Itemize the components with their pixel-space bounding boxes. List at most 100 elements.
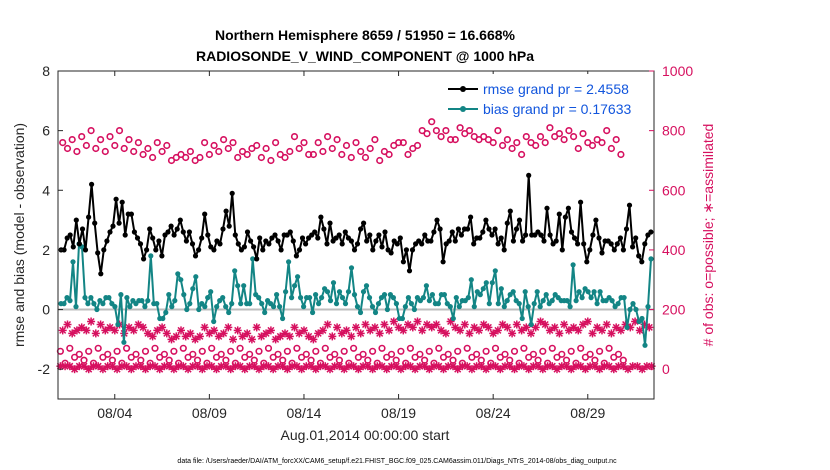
bias-point — [384, 306, 390, 313]
obs-assimilated-point — [250, 362, 259, 371]
bias-point — [492, 268, 498, 274]
rmse-point — [61, 247, 67, 253]
bias-point — [139, 298, 145, 304]
rmse-point — [578, 199, 584, 205]
obs-assimilated-point — [72, 326, 81, 335]
obs-assimilated-point — [470, 323, 479, 332]
bias-point — [220, 295, 226, 301]
obs-assimilated-point — [363, 362, 372, 371]
obs-assimilated-point — [233, 326, 242, 335]
rmse-point — [642, 241, 648, 247]
obs-assimilated-point — [58, 326, 67, 335]
bias-point — [441, 292, 447, 298]
bias-point — [588, 295, 594, 301]
rmse-point — [192, 253, 199, 259]
obs-possible-point — [170, 347, 178, 355]
obs-assimilated-point — [508, 329, 517, 338]
obs-assimilated-point — [493, 326, 502, 335]
bias-point — [381, 292, 388, 298]
rmse-point — [361, 220, 367, 226]
bias-point — [112, 304, 118, 310]
obs-assimilated-point — [484, 323, 493, 332]
obs-possible-point — [558, 350, 566, 358]
obs-assimilated-point — [418, 326, 427, 335]
bias-point — [408, 301, 414, 307]
plot-frame — [57, 70, 655, 400]
bias-point — [142, 304, 148, 310]
obs-possible-point — [588, 141, 597, 150]
obs-possible-point — [437, 133, 445, 141]
obs-possible-point — [435, 344, 443, 352]
rmse-point — [559, 247, 565, 253]
obs-possible-point — [101, 147, 109, 156]
bias-point — [393, 301, 399, 307]
bias-point — [127, 304, 133, 310]
y2-tick-label: 1000 — [662, 63, 693, 79]
bias-point — [567, 304, 573, 310]
bias-point — [372, 309, 379, 316]
obs-possible-point — [153, 139, 161, 147]
rmse-point — [553, 238, 559, 244]
rmse-point — [303, 241, 309, 247]
obs-assimilated-point — [607, 329, 616, 338]
rmse-point — [492, 226, 498, 232]
bias-point — [310, 309, 316, 316]
obs-assimilated-point — [453, 365, 462, 374]
rmse-point — [76, 241, 82, 247]
obs-possible-point — [522, 133, 530, 141]
bias-point — [609, 298, 615, 304]
obs-assimilated-point — [581, 365, 590, 374]
bias-point — [160, 315, 166, 322]
obs-possible-point — [338, 150, 346, 159]
bias-point — [360, 289, 367, 295]
y2-tick-label: 600 — [662, 182, 686, 198]
bias-point — [280, 315, 286, 322]
bias-point — [82, 295, 88, 301]
bias-series — [58, 241, 654, 348]
obs-possible-point — [508, 144, 516, 153]
bias-point — [342, 301, 349, 307]
rmse-point — [217, 241, 223, 247]
rmse-point — [568, 229, 575, 235]
obs-assimilated-point — [588, 329, 597, 338]
obs-assimilated-point — [475, 326, 483, 335]
obs-possible-point — [217, 350, 225, 358]
rmse-point — [483, 217, 489, 223]
obs-assimilated-point — [411, 365, 420, 374]
rmse-point — [636, 253, 642, 259]
obs-possible-point — [361, 153, 370, 162]
obs-possible-point — [253, 141, 261, 150]
obs-assimilated-point — [224, 323, 233, 332]
obs-assimilated-point — [361, 320, 370, 329]
obs-possible-point — [399, 139, 407, 147]
obs-possible-point — [63, 144, 72, 153]
rmse-point — [98, 271, 104, 277]
bias-point — [534, 289, 540, 295]
obs-assimilated-point — [583, 317, 592, 326]
bias-point — [375, 301, 382, 307]
rmse-point — [376, 232, 382, 238]
bias-point — [262, 309, 268, 316]
obs-possible-point — [510, 347, 519, 355]
rmse-point — [516, 217, 523, 223]
obs-assimilated-point — [460, 320, 469, 329]
obs-possible-point — [210, 141, 218, 150]
rmse-point — [409, 247, 416, 253]
obs-possible-point — [208, 344, 216, 352]
rmse-point — [159, 253, 165, 259]
rmse-point — [611, 247, 617, 253]
obs-possible-point — [59, 139, 67, 147]
bias-point — [88, 295, 94, 301]
obs-assimilated-point — [602, 320, 611, 329]
obs-possible-point — [371, 136, 379, 144]
rmse-point — [544, 205, 550, 211]
obs-assimilated-point — [451, 323, 460, 332]
rmse-point — [403, 247, 409, 253]
obs-possible-point — [404, 150, 412, 159]
obs-assimilated-point — [434, 362, 443, 371]
obs-possible-point — [395, 139, 403, 147]
rmse-point — [388, 250, 394, 256]
obs-possible-point — [139, 150, 147, 159]
rmse-point — [180, 229, 186, 235]
bias-point — [579, 295, 585, 301]
